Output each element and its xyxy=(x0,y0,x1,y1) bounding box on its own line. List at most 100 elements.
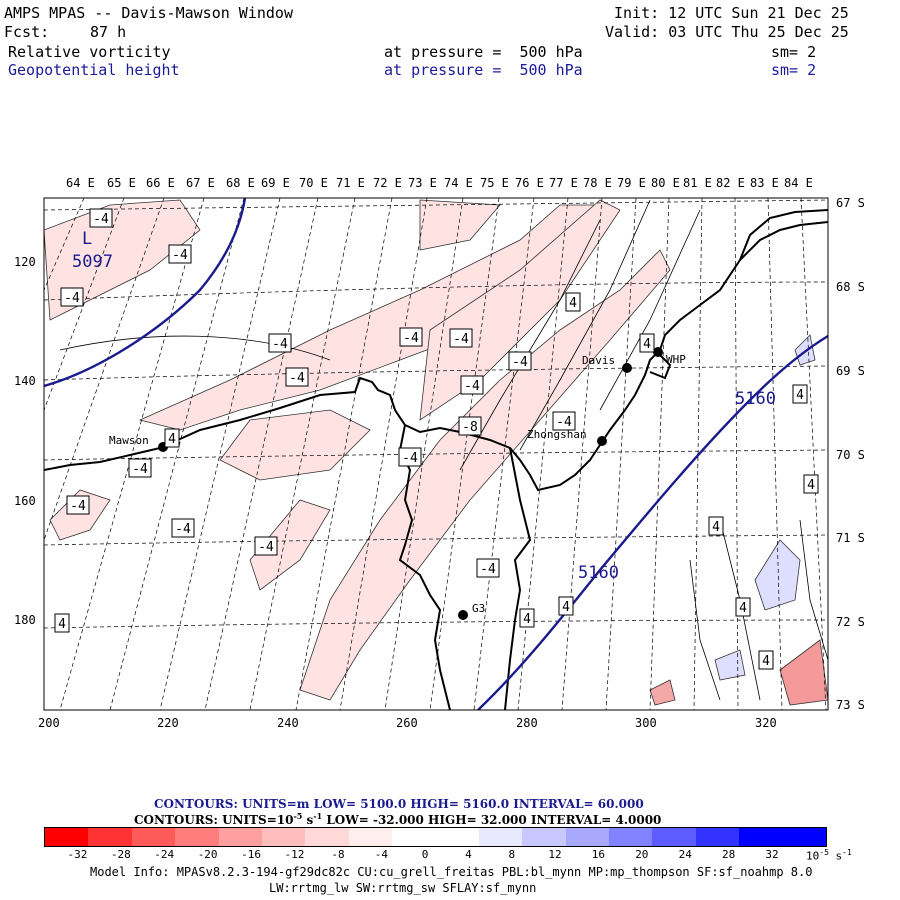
coast-segment xyxy=(504,447,532,710)
grid-x-label: 300 xyxy=(635,716,657,730)
lon-line xyxy=(605,198,637,710)
vorticity-label: -4 xyxy=(556,415,572,430)
height-label: 5160 xyxy=(735,389,776,409)
lon-line xyxy=(44,198,125,411)
vorticity-label: -4 xyxy=(464,379,480,394)
vorticity-label: -4 xyxy=(93,212,109,227)
vorticity-label: 4 xyxy=(762,654,770,669)
colorbar-tick-label: -8 xyxy=(331,848,345,861)
lat-label: 72 S xyxy=(836,615,865,629)
grid-x-label: 200 xyxy=(38,716,60,730)
vorticity-legend-units: CONTOURS: UNITS=10 xyxy=(134,813,294,827)
vorticity-label-box xyxy=(460,375,484,395)
colorbar-tick-label: -24 xyxy=(154,848,175,861)
vorticity-label-box xyxy=(519,608,535,628)
vorticity-label-box xyxy=(458,416,482,436)
vorticity-label: 4 xyxy=(523,612,531,627)
vorticity-label-box xyxy=(558,596,574,616)
coast-segment xyxy=(649,349,672,380)
colorbar-cell xyxy=(609,828,653,846)
grid-y-label: 160 xyxy=(14,494,36,508)
colorbar xyxy=(44,827,828,847)
colorbar-tick-label: 8 xyxy=(508,848,516,861)
vorticity-label-box xyxy=(164,428,180,448)
lon-line xyxy=(767,198,783,710)
lon-line xyxy=(109,198,245,710)
vorticity-label: -4 xyxy=(480,562,496,577)
vorticity-label: 4 xyxy=(739,601,747,616)
lon-label: 68 E xyxy=(226,176,255,190)
lon-label: 79 E xyxy=(617,176,646,190)
vort-area xyxy=(419,199,501,251)
colorbar-cell xyxy=(739,828,783,846)
lon-line xyxy=(429,198,500,710)
station-label: Mawson xyxy=(109,434,149,447)
grid-y-label: 120 xyxy=(14,255,36,269)
station-marker[interactable] xyxy=(653,347,663,357)
vorticity-shading xyxy=(44,199,828,706)
vorticity-label-box xyxy=(708,516,724,536)
station-marker[interactable] xyxy=(458,610,468,620)
colorbar-cell xyxy=(435,828,479,846)
contour-line xyxy=(599,209,701,411)
valid-time: Valid: 03 UTC Thu 25 Dec 25 xyxy=(605,23,849,41)
vorticity-label: -4 xyxy=(70,499,86,514)
vorticity-label-box xyxy=(639,333,655,353)
lon-line xyxy=(734,198,739,710)
colorbar-cell xyxy=(88,828,132,846)
colorbar-cell xyxy=(522,828,566,846)
vort-area xyxy=(779,639,828,706)
colorbar-tick-label: -28 xyxy=(110,848,131,861)
vorticity-label: -4 xyxy=(258,540,274,555)
field2-smoothing: sm= 2 xyxy=(771,61,817,79)
lon-line xyxy=(649,198,670,710)
lon-label: 73 E xyxy=(408,176,437,190)
grid-x-label: 240 xyxy=(277,716,299,730)
colorbar-unit-base: 10 xyxy=(806,849,820,863)
coast-segment xyxy=(739,209,828,261)
station-marker[interactable] xyxy=(597,436,607,446)
vorticity-label-box xyxy=(254,536,278,556)
lat-label: 73 S xyxy=(836,698,865,712)
field2-name: Geopotential height xyxy=(8,61,180,79)
vorticity-label: -4 xyxy=(172,248,188,263)
vorticity-label: 4 xyxy=(569,296,577,311)
vort-area xyxy=(754,539,801,611)
plot-frame xyxy=(43,197,829,711)
field1-level: at pressure = 500 hPa xyxy=(384,43,583,61)
colorbar-cell xyxy=(478,828,523,846)
colorbar-tick-label: -20 xyxy=(197,848,218,861)
station-marker[interactable] xyxy=(622,363,632,373)
vorticity-legend: CONTOURS: UNITS=10-5 s-1 LOW= -32.000 HI… xyxy=(134,811,661,827)
forecast-label: Fcst: xyxy=(4,23,50,41)
colorbar-tick-label: -16 xyxy=(241,848,261,861)
lon-line xyxy=(473,198,535,710)
vorticity-label-box xyxy=(60,287,84,307)
station-label: WHP xyxy=(666,353,686,366)
lon-line xyxy=(159,198,281,710)
lon-line xyxy=(384,198,464,710)
lon-label: 65 E xyxy=(107,176,136,190)
vorticity-label-box xyxy=(268,333,292,353)
lon-label: 70 E xyxy=(299,176,328,190)
colorbar-unit: 10-5 s-1 xyxy=(806,848,852,863)
vorticity-label: 4 xyxy=(807,478,815,493)
colorbar-tick-label: -32 xyxy=(67,848,88,861)
coast-segment xyxy=(44,221,828,492)
lat-line xyxy=(44,534,828,546)
map-plot-area xyxy=(44,198,828,710)
height-contour xyxy=(44,198,247,388)
lon-label: 82 E xyxy=(716,176,745,190)
vort-area xyxy=(794,334,816,366)
colorbar-tick-label: -4 xyxy=(374,848,389,861)
lon-label: 71 E xyxy=(336,176,365,190)
field1-name: Relative vorticity xyxy=(8,43,171,61)
colorbar-cell xyxy=(218,828,262,846)
lon-label: 84 E xyxy=(784,176,813,190)
vorticity-label-box xyxy=(66,495,90,515)
vorticity-label-box xyxy=(398,447,422,467)
vorticity-label: 4 xyxy=(58,617,66,632)
vorticity-label: -4 xyxy=(403,331,419,346)
colorbar-cell xyxy=(305,828,349,846)
